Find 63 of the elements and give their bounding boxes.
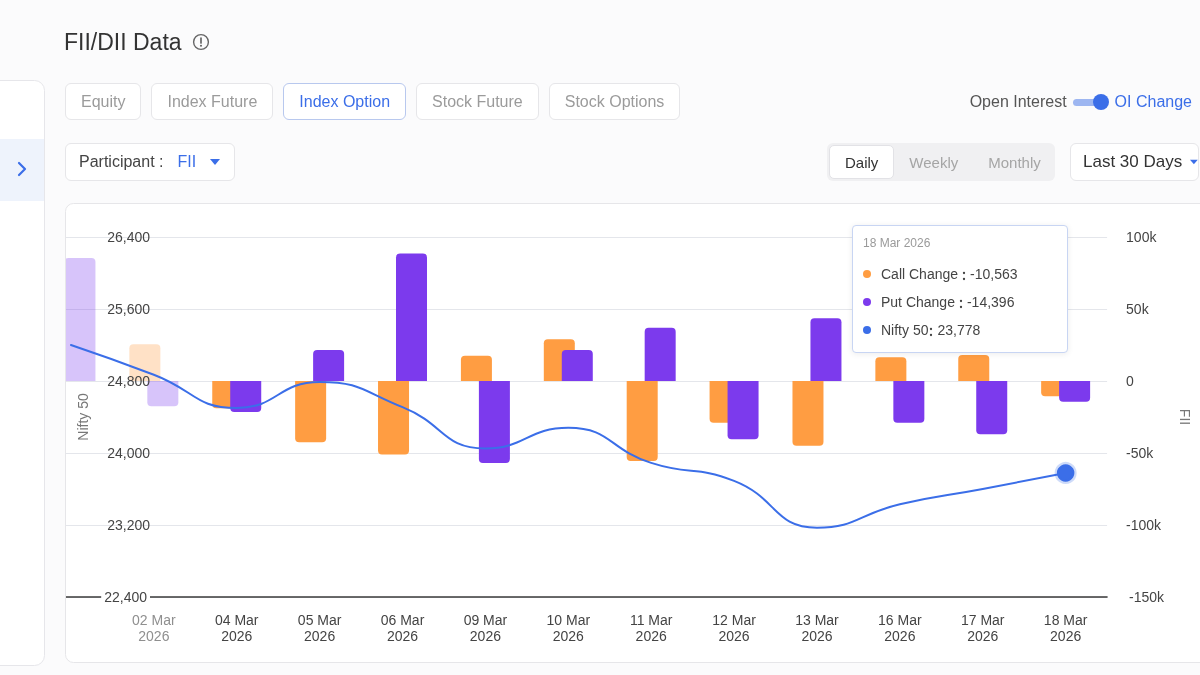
tab-button: Index Option xyxy=(283,83,407,120)
bar xyxy=(295,381,327,443)
annotation: -10,563 xyxy=(970,266,1018,282)
bar xyxy=(893,381,925,423)
y2-axis-title: FII xyxy=(1177,408,1193,426)
bar xyxy=(792,381,824,446)
y-tick-label: 24,800 xyxy=(107,373,151,389)
bar xyxy=(478,381,510,464)
bar xyxy=(810,318,842,381)
bar xyxy=(875,357,907,381)
bar xyxy=(460,355,492,381)
legend-label: Call Change xyxy=(881,266,959,282)
annotation: 18 Mar 2026 xyxy=(863,236,932,250)
bar xyxy=(1059,381,1091,402)
x-tick-label: 17 Mar 2026 xyxy=(960,612,1005,644)
x-tick-label: 04 Mar 2026 xyxy=(214,612,259,644)
y2-tick-label: 0 xyxy=(1126,373,1135,389)
legend-label: Put Change xyxy=(881,294,955,310)
chart-title: FII/DII Data xyxy=(64,28,182,56)
bar xyxy=(313,350,345,381)
y2-tick-label: -150k xyxy=(1129,589,1166,605)
y-tick-label: 22,400 xyxy=(104,589,148,605)
x-tick-label: 18 Mar 2026 xyxy=(1043,612,1088,644)
y-tick-label: 25,600 xyxy=(107,301,151,317)
text: Open Interest xyxy=(969,93,1067,111)
x-tick-label: 10 Mar 2026 xyxy=(546,612,591,644)
legend-label: Nifty 50 xyxy=(881,322,929,338)
tab-button: Stock Options xyxy=(548,83,681,120)
bar xyxy=(230,381,262,412)
y-tick-label: 26,400 xyxy=(107,229,151,245)
bar xyxy=(644,327,676,381)
bar xyxy=(378,381,410,455)
bar xyxy=(561,350,593,381)
annotation: -14,396 xyxy=(966,294,1015,310)
x-tick-label: 06 Mar 2026 xyxy=(380,612,425,644)
bar xyxy=(396,253,428,381)
y2-tick-label: 100k xyxy=(1126,229,1158,245)
y2-tick-label: 50k xyxy=(1126,301,1150,317)
tab-button: Stock Future xyxy=(416,83,539,120)
x-tick-label: 05 Mar 2026 xyxy=(297,612,342,644)
bar xyxy=(976,381,1008,435)
y-tick-label: 24,000 xyxy=(107,445,151,461)
bar xyxy=(727,381,759,440)
segmented-control: Daily Weekly Monthly xyxy=(827,143,1055,181)
text: OI Change xyxy=(1114,93,1192,111)
tab-button: Equity xyxy=(65,83,142,120)
y2-tick-label: -100k xyxy=(1126,517,1163,533)
bar xyxy=(66,257,96,381)
x-tick-label: 09 Mar 2026 xyxy=(463,612,508,644)
tab-button: Index Future xyxy=(151,83,274,120)
annotation: 23,778 xyxy=(937,322,981,338)
x-tick-label: 12 Mar 2026 xyxy=(712,612,757,644)
y-axis-title: Nifty 50 xyxy=(75,393,92,441)
y-tick-label: 23,200 xyxy=(107,517,151,533)
x-tick-label: 02 Mar 2026 xyxy=(132,612,176,644)
y2-tick-label: -50k xyxy=(1126,445,1155,461)
dropdown: Participant : FII xyxy=(65,143,235,181)
bar xyxy=(958,355,990,381)
x-tick-label: 16 Mar 2026 xyxy=(878,612,922,644)
bar xyxy=(626,381,658,461)
x-tick-label: 13 Mar 2026 xyxy=(795,612,840,644)
dropdown: Last 30 Days xyxy=(1070,143,1199,181)
x-tick-label: 11 Mar 2026 xyxy=(629,612,673,644)
